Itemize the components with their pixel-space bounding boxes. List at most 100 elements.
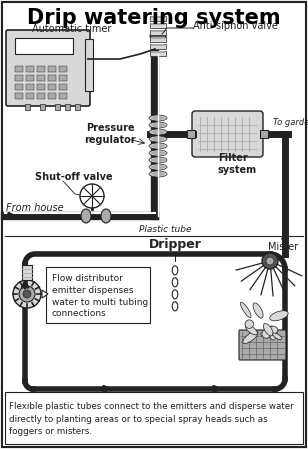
Bar: [59, 75, 67, 81]
Ellipse shape: [262, 330, 271, 338]
Bar: [151, 16, 165, 18]
Ellipse shape: [81, 209, 91, 223]
Text: Shut-off valve: Shut-off valve: [35, 172, 113, 182]
Circle shape: [13, 280, 41, 308]
Text: Plastic tube: Plastic tube: [139, 224, 191, 233]
Ellipse shape: [263, 323, 273, 336]
Text: Anti-siphon valve: Anti-siphon valve: [193, 21, 278, 31]
Bar: [15, 75, 23, 81]
Bar: [75, 104, 80, 110]
Bar: [26, 84, 34, 90]
Bar: [48, 75, 56, 81]
FancyBboxPatch shape: [6, 30, 90, 106]
Circle shape: [80, 184, 104, 208]
Bar: [187, 130, 195, 138]
Bar: [59, 93, 67, 99]
Bar: [150, 37, 166, 42]
Ellipse shape: [269, 326, 276, 340]
Ellipse shape: [151, 137, 165, 141]
Bar: [55, 104, 60, 110]
Ellipse shape: [245, 325, 257, 335]
Text: Pressure
regulator: Pressure regulator: [84, 123, 136, 145]
Ellipse shape: [149, 115, 167, 121]
Polygon shape: [172, 302, 178, 311]
Bar: [37, 75, 45, 81]
Ellipse shape: [149, 129, 167, 135]
Bar: [150, 44, 166, 49]
Polygon shape: [172, 266, 178, 275]
Ellipse shape: [151, 151, 165, 155]
Text: From house: From house: [6, 203, 64, 213]
Ellipse shape: [149, 171, 167, 177]
Bar: [48, 93, 56, 99]
Ellipse shape: [243, 331, 258, 343]
Bar: [37, 93, 45, 99]
Bar: [150, 23, 166, 28]
Text: Filter
system: Filter system: [218, 153, 257, 175]
Bar: [150, 51, 166, 56]
Ellipse shape: [253, 303, 263, 318]
Bar: [48, 84, 56, 90]
Circle shape: [23, 290, 31, 298]
Bar: [150, 30, 166, 35]
Ellipse shape: [149, 136, 167, 142]
Ellipse shape: [101, 209, 111, 223]
Polygon shape: [172, 278, 178, 287]
Bar: [26, 75, 34, 81]
Bar: [15, 66, 23, 72]
Bar: [40, 104, 45, 110]
Bar: [26, 66, 34, 72]
Ellipse shape: [149, 122, 167, 128]
Ellipse shape: [151, 123, 165, 127]
Circle shape: [19, 286, 35, 302]
Ellipse shape: [245, 320, 253, 328]
Bar: [22, 265, 32, 280]
Bar: [5, 392, 303, 444]
Bar: [48, 66, 56, 72]
Ellipse shape: [149, 157, 167, 163]
Bar: [37, 84, 45, 90]
Ellipse shape: [151, 172, 165, 176]
Ellipse shape: [150, 31, 166, 41]
Bar: [65, 104, 70, 110]
Bar: [151, 23, 165, 25]
Bar: [85, 39, 93, 91]
Bar: [15, 38, 73, 54]
Ellipse shape: [269, 326, 278, 334]
Text: Mister: Mister: [268, 242, 298, 252]
Bar: [37, 66, 45, 72]
FancyBboxPatch shape: [46, 267, 150, 323]
Polygon shape: [42, 290, 48, 298]
Ellipse shape: [241, 302, 251, 317]
Ellipse shape: [151, 130, 165, 134]
Ellipse shape: [151, 144, 165, 148]
Ellipse shape: [149, 164, 167, 170]
Bar: [150, 16, 166, 21]
Text: Dripper: Dripper: [148, 238, 201, 251]
Circle shape: [266, 257, 274, 265]
FancyBboxPatch shape: [192, 111, 263, 157]
Ellipse shape: [151, 158, 165, 162]
Ellipse shape: [270, 311, 288, 321]
Text: Automatic timer: Automatic timer: [32, 24, 111, 34]
Bar: [151, 51, 165, 53]
Text: Flexible plastic tubes connect to the emitters and disperse water
directly to pl: Flexible plastic tubes connect to the em…: [9, 402, 294, 436]
Bar: [59, 66, 67, 72]
Bar: [25, 104, 30, 110]
Ellipse shape: [149, 143, 167, 149]
Bar: [260, 130, 268, 138]
FancyBboxPatch shape: [239, 330, 286, 360]
Bar: [15, 93, 23, 99]
Text: Flow distributor
emitter dispenses
water to multi tubing
connections: Flow distributor emitter dispenses water…: [52, 274, 148, 318]
Ellipse shape: [151, 165, 165, 169]
Polygon shape: [172, 290, 178, 299]
Bar: [151, 30, 165, 32]
Bar: [59, 84, 67, 90]
Ellipse shape: [273, 333, 282, 339]
Bar: [15, 84, 23, 90]
Bar: [151, 44, 165, 46]
Text: Drip watering system: Drip watering system: [27, 8, 281, 28]
Ellipse shape: [151, 116, 165, 120]
Circle shape: [262, 253, 278, 269]
Text: To garden: To garden: [273, 118, 308, 127]
